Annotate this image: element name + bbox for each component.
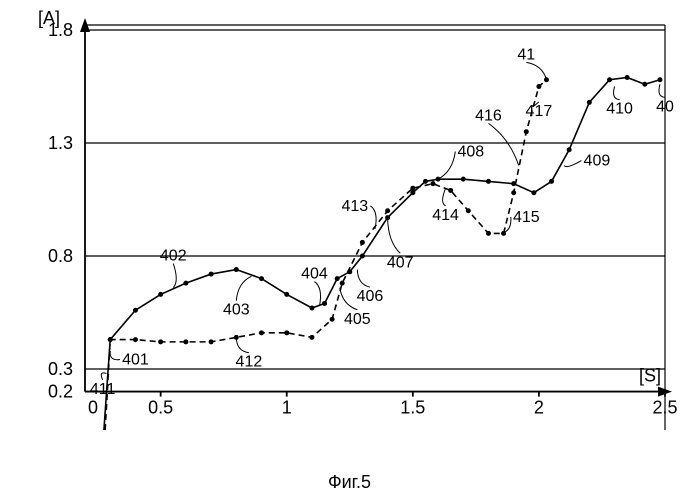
data-point — [524, 129, 529, 134]
callout-leader — [370, 206, 376, 229]
callout-label: 408 — [457, 144, 484, 161]
data-point — [486, 231, 491, 236]
x-axis-title: [S] — [639, 366, 661, 386]
callout-label: 404 — [301, 266, 328, 283]
figure-caption: Фиг.5 — [328, 472, 371, 492]
x-tick-label: 1.5 — [400, 398, 425, 418]
series-solid — [104, 77, 660, 430]
data-point — [284, 330, 289, 335]
data-point — [284, 292, 289, 297]
data-point — [410, 186, 415, 191]
data-point — [335, 276, 340, 281]
y-tick-label: 1.3 — [48, 133, 73, 153]
callout-leader — [614, 86, 620, 99]
x-tick-label: 0.5 — [148, 398, 173, 418]
data-point — [531, 190, 536, 195]
data-point — [259, 276, 264, 281]
data-point — [466, 208, 471, 213]
data-point — [158, 339, 163, 344]
data-point — [360, 253, 365, 258]
callout-leader — [488, 123, 518, 165]
callout-label: 416 — [475, 107, 502, 124]
callout-leader — [314, 282, 320, 306]
data-point — [461, 177, 466, 182]
callout-leader — [564, 161, 581, 167]
data-point — [133, 308, 138, 313]
x-tick-label: 2 — [534, 398, 544, 418]
data-point — [133, 337, 138, 342]
data-point — [423, 179, 428, 184]
callout-leader — [438, 152, 455, 180]
callout-leader — [388, 218, 401, 254]
callout-label: 405 — [344, 311, 371, 328]
callout-label: 417 — [526, 103, 553, 120]
data-point — [322, 301, 327, 306]
x-tick-label: 2.5 — [652, 398, 677, 418]
data-point — [431, 181, 436, 186]
data-point — [567, 147, 572, 152]
data-point — [108, 337, 113, 342]
data-point — [183, 339, 188, 344]
data-point — [330, 317, 335, 322]
data-point — [448, 188, 453, 193]
data-point — [209, 339, 214, 344]
data-point — [234, 267, 239, 272]
y-tick-label: 0.2 — [48, 382, 73, 402]
data-point — [259, 330, 264, 335]
origin-label: 0 — [88, 398, 98, 418]
data-point — [587, 100, 592, 105]
callout-leader — [443, 188, 446, 206]
data-point — [625, 75, 630, 80]
callout-label: 411 — [90, 381, 116, 398]
callout-leader — [101, 373, 106, 380]
data-point — [385, 208, 390, 213]
x-tick-label: 1 — [282, 398, 292, 418]
callout-leader — [659, 84, 665, 97]
data-point — [309, 335, 314, 340]
callout-label: 407 — [387, 254, 414, 271]
data-point — [410, 190, 415, 195]
callout-label: 401 — [122, 351, 149, 368]
callout-leader — [340, 288, 358, 310]
data-point — [183, 281, 188, 286]
callout-leader — [110, 351, 120, 360]
callout-label: 414 — [432, 207, 459, 224]
callout-label: 41 — [517, 46, 535, 63]
callout-label: 406 — [357, 288, 384, 305]
callout-leader — [501, 217, 511, 233]
callout-label: 410 — [606, 101, 633, 118]
y-axis-title: [A] — [38, 8, 60, 28]
callout-label: 409 — [584, 153, 611, 170]
data-point — [486, 179, 491, 184]
y-tick-label: 0.8 — [48, 246, 73, 266]
callout-label: 40 — [656, 98, 674, 115]
callout-leader — [236, 276, 251, 300]
y-tick-label: 0.3 — [48, 359, 73, 379]
data-point — [549, 179, 554, 184]
callout-label: 413 — [341, 198, 368, 215]
data-point — [536, 84, 541, 89]
data-point — [360, 240, 365, 245]
callout-label: 403 — [223, 302, 250, 319]
data-point — [657, 77, 662, 82]
callout-leader — [526, 62, 546, 79]
callout-leader — [236, 337, 249, 352]
data-point — [642, 82, 647, 87]
data-point — [158, 292, 163, 297]
data-point — [511, 190, 516, 195]
data-point — [340, 281, 345, 286]
data-point — [607, 77, 612, 82]
callout-label: 402 — [160, 248, 187, 265]
figure: 0.20.30.81.31.80.511.522.50[A][S]4114014… — [0, 0, 699, 500]
callout-leader — [173, 264, 176, 288]
callout-label: 412 — [236, 354, 263, 371]
data-point — [309, 305, 314, 310]
callout-leader — [357, 270, 370, 288]
data-point — [209, 272, 214, 277]
callout-label: 415 — [513, 209, 540, 226]
